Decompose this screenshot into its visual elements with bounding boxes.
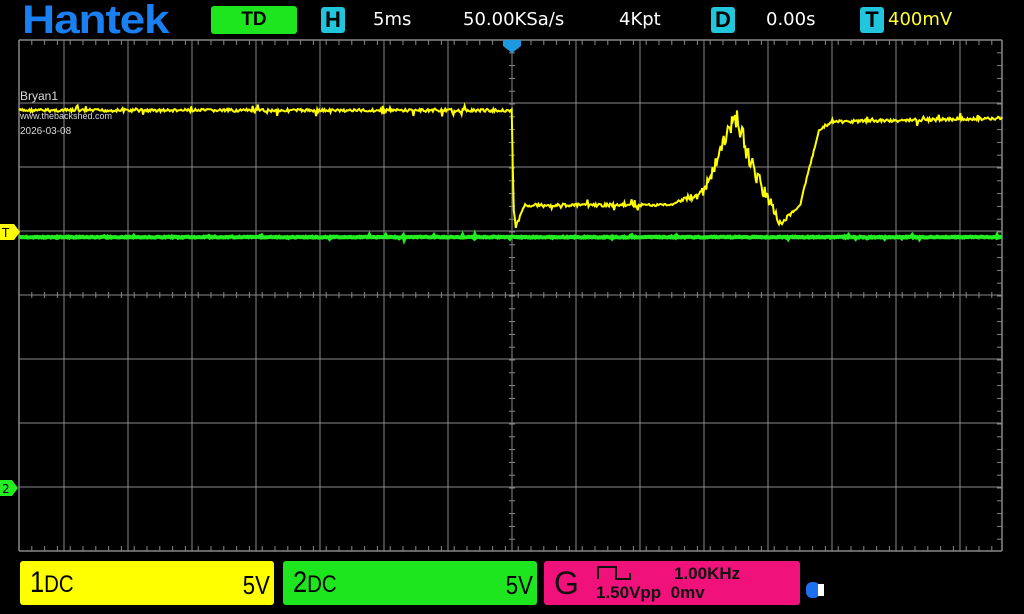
generator-amplitude: 1.50Vpp 0mv — [596, 583, 705, 602]
ch2-marker-label: 2 — [2, 482, 10, 496]
timebase: 5ms — [373, 9, 412, 30]
ch2-label: 2DC — [293, 566, 337, 599]
trigger-position-marker — [503, 40, 521, 53]
ch2-ground-marker — [0, 480, 18, 496]
delay-value: 0.00s — [766, 9, 816, 30]
graticule — [18, 39, 1003, 552]
generator-label: G — [554, 565, 579, 601]
usb-icon — [806, 582, 824, 598]
delay-icon: D — [711, 7, 735, 33]
square-wave-icon — [597, 566, 631, 580]
ch1-scale: 5V — [242, 570, 270, 600]
memory-depth: 4Kpt — [619, 9, 661, 30]
sample-rate: 50.00KSa/s — [463, 9, 565, 30]
ch2-settings[interactable]: 2DC 5V — [283, 561, 537, 605]
ch1-trace — [18, 101, 1004, 229]
generator-frequency: 1.00KHz — [674, 564, 741, 583]
hantek-logo: Hantek — [22, 0, 170, 42]
ch1-label: 1DC — [30, 566, 74, 599]
trigger-level: 400mV — [888, 9, 953, 30]
watermark-site: www.thebackshed.com — [20, 111, 113, 121]
watermark-name: Bryan1 — [20, 89, 59, 103]
ch1-settings[interactable]: 1DC 5V — [20, 561, 274, 605]
ch2-scale: 5V — [505, 570, 533, 600]
trigger-marker-label: T — [1, 226, 10, 240]
ch1-trigger-marker — [0, 224, 20, 240]
watermark-date: 2026-03-08 — [20, 126, 72, 137]
trigger-icon: T — [860, 7, 884, 33]
horizontal-icon: H — [321, 7, 345, 33]
mode-indicator[interactable]: TD — [211, 6, 297, 34]
ch2-trace — [19, 229, 1003, 245]
generator-settings[interactable]: G 1.00KHz 1.50Vpp 0mv — [544, 561, 800, 605]
